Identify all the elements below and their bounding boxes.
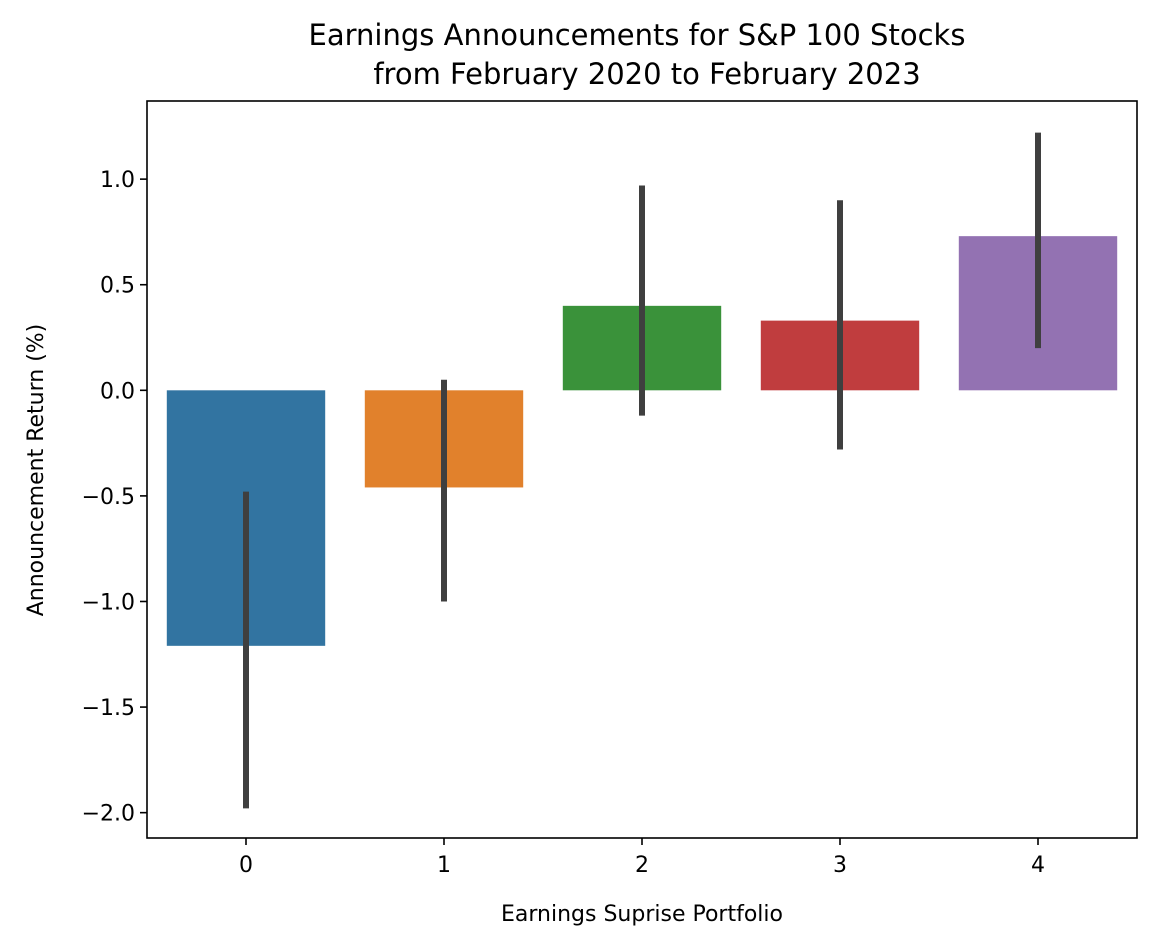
x-tick-label: 2 bbox=[635, 853, 649, 878]
y-tick-label: −1.0 bbox=[82, 590, 135, 615]
y-tick-label: −1.5 bbox=[82, 696, 135, 721]
y-axis-label: Announcement Return (%) bbox=[24, 324, 49, 617]
y-tick-label: −2.0 bbox=[82, 802, 135, 827]
x-tick-label: 1 bbox=[437, 853, 451, 878]
y-axis: −2.0 −1.5 −1.0 −0.5 0.0 0.5 1.0 bbox=[82, 168, 147, 827]
y-tick-label: 1.0 bbox=[100, 168, 135, 193]
x-axis-label: Earnings Suprise Portfolio bbox=[501, 902, 783, 927]
chart-title-line-1: Earnings Announcements for S&P 100 Stock… bbox=[309, 18, 966, 52]
x-tick-label: 4 bbox=[1031, 853, 1045, 878]
x-tick-label: 3 bbox=[833, 853, 847, 878]
x-tick-label: 0 bbox=[239, 853, 253, 878]
x-axis: 0 1 2 3 4 bbox=[239, 838, 1045, 878]
y-tick-label: 0.0 bbox=[100, 379, 135, 404]
y-tick-label: −0.5 bbox=[82, 485, 135, 510]
chart-title-line-2: from February 2020 to February 2023 bbox=[373, 57, 920, 91]
error-bars-group bbox=[243, 132, 1041, 809]
y-tick-label: 0.5 bbox=[100, 274, 135, 299]
